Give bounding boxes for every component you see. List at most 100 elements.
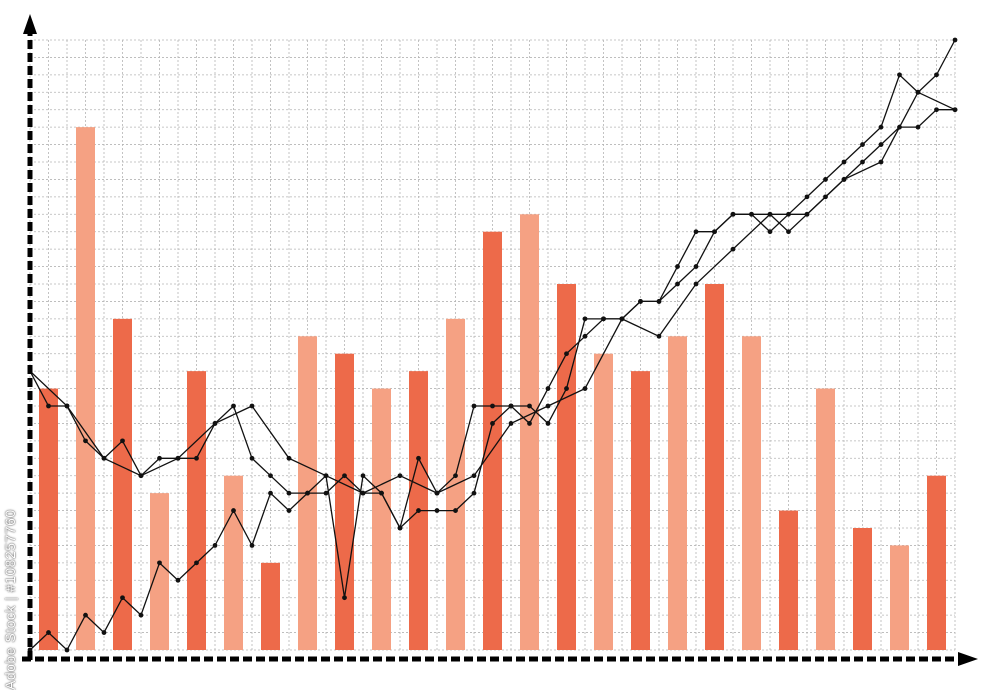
series-point xyxy=(434,508,440,513)
series-point xyxy=(194,560,199,566)
series-point xyxy=(804,211,810,217)
series-point xyxy=(434,490,440,496)
series-point xyxy=(841,177,847,182)
series-point xyxy=(952,37,958,43)
series-point xyxy=(915,89,921,95)
series-point xyxy=(397,525,403,531)
series-point xyxy=(305,490,310,496)
series-point xyxy=(841,159,847,165)
bar xyxy=(705,284,724,650)
series-point xyxy=(823,177,828,182)
series-point xyxy=(878,159,884,165)
series-point xyxy=(767,229,773,235)
series-point xyxy=(545,421,551,426)
series-point xyxy=(323,473,329,479)
series-point xyxy=(397,473,403,479)
bar xyxy=(39,388,58,650)
series-point xyxy=(638,299,643,304)
series-point xyxy=(249,403,255,409)
series-point xyxy=(64,403,70,409)
series-point xyxy=(860,159,865,165)
series-point xyxy=(120,595,125,601)
series-point xyxy=(675,281,680,287)
series-point xyxy=(46,403,51,409)
series-point xyxy=(767,211,773,217)
series-point xyxy=(231,508,236,513)
series-point xyxy=(471,403,477,409)
series-point xyxy=(46,630,51,635)
bar xyxy=(890,545,909,650)
series-point xyxy=(952,107,958,113)
series-point xyxy=(83,612,88,618)
series-point xyxy=(342,595,347,601)
series-point xyxy=(675,264,680,269)
bar xyxy=(631,371,650,650)
series-point xyxy=(564,351,569,357)
series-point xyxy=(64,647,70,653)
series-point xyxy=(730,246,736,252)
series-point xyxy=(138,612,144,618)
series-point xyxy=(416,455,421,461)
y-axis-arrow-icon xyxy=(23,14,37,34)
series-point xyxy=(878,142,884,147)
bar xyxy=(261,562,280,650)
bar xyxy=(668,336,687,650)
series-point xyxy=(471,473,477,479)
series-point xyxy=(286,490,292,496)
axes xyxy=(22,14,978,666)
series-point xyxy=(693,281,699,287)
series-point xyxy=(286,508,292,513)
bar xyxy=(594,353,613,650)
series-point xyxy=(564,386,569,391)
series-point xyxy=(860,142,865,147)
x-axis-arrow-icon xyxy=(958,652,978,666)
bars xyxy=(39,127,946,651)
series-point xyxy=(360,490,366,496)
series-point xyxy=(101,630,107,635)
bar xyxy=(150,493,169,650)
lines xyxy=(27,37,958,653)
series-point xyxy=(934,72,939,78)
bar xyxy=(520,214,539,651)
series-point xyxy=(157,560,162,566)
series-point xyxy=(545,386,551,391)
series-point xyxy=(416,508,421,513)
series-point xyxy=(360,473,366,479)
series-point xyxy=(693,264,699,269)
series-point xyxy=(656,299,662,304)
series-point xyxy=(323,490,329,496)
bar xyxy=(187,371,206,650)
series-point xyxy=(286,455,292,461)
series-point xyxy=(656,333,662,339)
bar xyxy=(742,336,761,650)
series-point xyxy=(601,316,606,322)
bar xyxy=(779,510,798,650)
series-point xyxy=(175,577,181,583)
series-point xyxy=(175,455,181,461)
series-point xyxy=(212,543,218,548)
series-point xyxy=(453,473,458,479)
series-point xyxy=(508,403,514,409)
series-point xyxy=(138,473,144,479)
series-line xyxy=(29,91,956,494)
series-point xyxy=(712,229,717,235)
series-point xyxy=(268,473,273,479)
series-point xyxy=(471,490,477,496)
series-point xyxy=(693,229,699,235)
series-point xyxy=(582,386,588,391)
bar xyxy=(816,388,835,650)
bar xyxy=(335,353,354,650)
series-point xyxy=(268,490,273,496)
series-point xyxy=(582,316,588,322)
series-point xyxy=(527,403,532,409)
bar xyxy=(483,231,502,650)
series-point xyxy=(249,455,255,461)
series-point xyxy=(120,438,125,444)
series-point xyxy=(934,107,939,113)
bar xyxy=(76,127,95,650)
series-point xyxy=(83,438,88,444)
series-point xyxy=(582,333,588,339)
bar xyxy=(557,284,576,650)
series-point xyxy=(508,421,514,426)
